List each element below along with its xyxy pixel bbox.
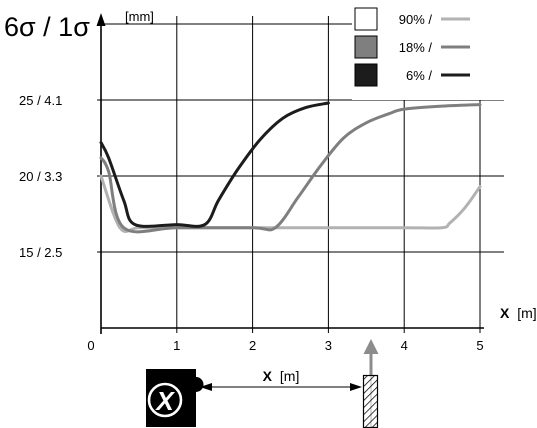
x-axis-label-symbol: X xyxy=(500,305,510,321)
series-line-1 xyxy=(99,103,482,234)
sensor-device: X xyxy=(146,369,204,427)
sensor-lens-icon xyxy=(196,377,204,392)
x-tick-label: 0 xyxy=(87,338,94,353)
series xyxy=(99,101,482,234)
y-axis-arrow-icon xyxy=(96,13,106,26)
y-axis-label: [mm] xyxy=(125,9,154,24)
sensor-logo-icon xyxy=(147,382,183,418)
chart-title: 6σ / 1σ xyxy=(4,12,90,42)
legend-background xyxy=(352,0,537,100)
y-tick-label: 20 / 3.3 xyxy=(19,169,62,184)
tick-labels: 0 1 2 3 4 5 15 / 2.5 20 / 3.3 25 / 4.1 xyxy=(19,93,484,353)
x-tick-label: 4 xyxy=(401,338,408,353)
distance-label-symbol: X xyxy=(263,368,273,384)
legend-swatch xyxy=(354,35,378,59)
target-reflector xyxy=(362,374,379,428)
grid xyxy=(97,16,504,328)
distance-arrow-left-icon xyxy=(200,383,212,391)
light-arrow-head-icon xyxy=(363,339,379,354)
setup-diagram: X X [m] xyxy=(146,339,379,428)
y-tick-label: 15 / 2.5 xyxy=(19,245,62,260)
legend-swatch xyxy=(354,63,378,87)
legend-label: 6% / xyxy=(406,68,432,83)
legend: 90% / 18% / 6% / xyxy=(354,7,470,87)
series-line-0 xyxy=(99,174,482,233)
sensor-body xyxy=(146,369,196,427)
x-axis-label: X [m] xyxy=(500,305,537,321)
distance-label-unit: [m] xyxy=(280,368,299,384)
x-tick-label: 5 xyxy=(476,338,483,353)
y-tick-label: 25 / 4.1 xyxy=(19,93,62,108)
x-tick-label: 2 xyxy=(249,338,256,353)
x-tick-label: 3 xyxy=(325,338,332,353)
series-line-2 xyxy=(99,101,330,228)
x-tick-label: 1 xyxy=(173,338,180,353)
sensor-logo-letter: X xyxy=(154,386,175,416)
legend-swatch xyxy=(354,7,378,31)
legend-label: 18% / xyxy=(399,40,433,55)
distance-arrow-right-icon xyxy=(350,383,362,391)
legend-label: 90% / xyxy=(399,12,433,27)
distance-label: X [m] xyxy=(263,368,300,384)
x-axis-label-unit: [m] xyxy=(517,305,536,321)
